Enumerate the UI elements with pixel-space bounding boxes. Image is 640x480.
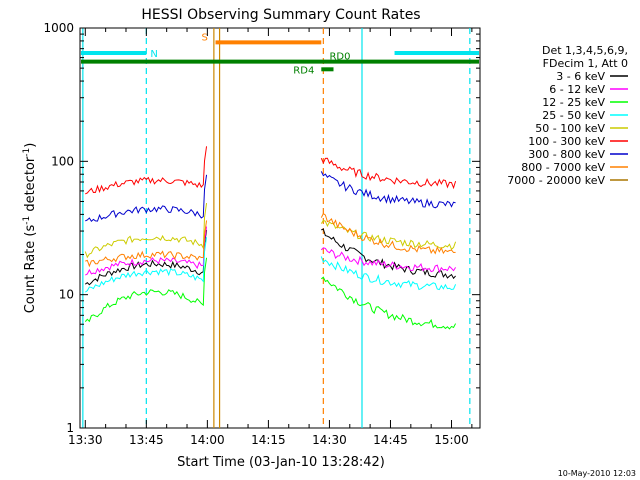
- y-tick-label-0: 1: [66, 421, 74, 435]
- series-line-pre-7: [85, 220, 208, 268]
- y-axis-label: Count Rate (s-1 detector-1): [22, 143, 38, 314]
- y-axis-label-sup2: -1: [22, 148, 32, 157]
- y-axis-label-end: ): [23, 143, 38, 148]
- legend-label-2: 12 - 25 keV: [542, 96, 605, 109]
- series-line-pre-3: [84, 237, 208, 293]
- series-line-post-5: [320, 157, 457, 190]
- legend-label-1: 6 - 12 keV: [549, 83, 605, 96]
- series-line-pre-0: [84, 229, 208, 286]
- series-line-pre-5: [85, 146, 208, 195]
- y-tick-label-3: 1000: [43, 21, 74, 35]
- x-tick-label-3: 14:15: [251, 433, 286, 447]
- series-line-pre-2: [84, 257, 208, 323]
- flag-label-rd4-4: RD4: [293, 65, 314, 76]
- legend-label-8: 7000 - 20000 keV: [507, 174, 605, 187]
- vertical-markers: [82, 28, 471, 428]
- y-tick-label-1: 10: [59, 288, 74, 302]
- y-tick-label-2: 100: [51, 154, 74, 168]
- y-axis-label-mid: detector: [23, 156, 38, 216]
- x-tick-label-4: 14:30: [312, 433, 347, 447]
- x-tick-label-6: 15:00: [434, 433, 469, 447]
- chart-title: HESSI Observing Summary Count Rates: [141, 7, 420, 23]
- series-line-pre-6: [85, 174, 208, 222]
- y-axis-ticks: 1 10 100 1000: [43, 21, 480, 435]
- observing-flags: NNSRD0RD4: [81, 32, 479, 76]
- series-lines: [84, 146, 457, 330]
- series-line-post-4: [320, 219, 457, 251]
- timestamp: 10-May-2010 12:03: [558, 469, 636, 478]
- x-axis-ticks: 13:30 13:45 14:00 14:15 14:30 14:45 15:00: [68, 28, 473, 447]
- series-line-post-6: [320, 171, 456, 209]
- series-line-post-7: [320, 212, 456, 255]
- legend: Det 1,3,4,5,6,9, FDecim 1, Att 0 3 - 6 k…: [507, 44, 628, 187]
- x-tick-label-1: 13:45: [129, 433, 164, 447]
- series-line-post-2: [320, 276, 457, 330]
- legend-label-0: 3 - 6 keV: [556, 70, 605, 83]
- legend-header-line-1: Det 1,3,4,5,6,9,: [542, 44, 628, 57]
- legend-label-3: 25 - 50 keV: [542, 109, 605, 122]
- series-line-pre-4: [84, 203, 208, 259]
- flag-label-n-0: N: [150, 49, 157, 60]
- series-line-post-1: [320, 247, 457, 274]
- plot-frame: [79, 27, 481, 429]
- x-tick-label-0: 13:30: [68, 433, 103, 447]
- y-axis-label-main: Count Rate (s: [23, 225, 38, 314]
- x-tick-label-2: 14:00: [190, 433, 225, 447]
- legend-label-5: 100 - 300 keV: [528, 135, 605, 148]
- y-axis-label-sup1: -1: [22, 216, 32, 225]
- x-axis-label: Start Time (03-Jan-10 13:28:42): [177, 455, 385, 470]
- x-tick-label-5: 14:45: [373, 433, 408, 447]
- series-line-post-3: [320, 256, 457, 291]
- legend-label-6: 300 - 800 keV: [528, 148, 605, 161]
- plot-area: NNSRD0RD4 13:3013:4514:0014:1514:3014:45…: [43, 21, 481, 447]
- series-line-post-0: [321, 228, 456, 280]
- series-line-pre-1: [85, 226, 208, 276]
- legend-label-7: 800 - 7000 keV: [521, 161, 605, 174]
- legend-header-line-2: FDecim 1, Att 0: [543, 57, 628, 70]
- legend-label-4: 50 - 100 keV: [535, 122, 605, 135]
- flag-label-s-2: S: [202, 32, 208, 43]
- flag-label-rd0-3: RD0: [329, 52, 350, 63]
